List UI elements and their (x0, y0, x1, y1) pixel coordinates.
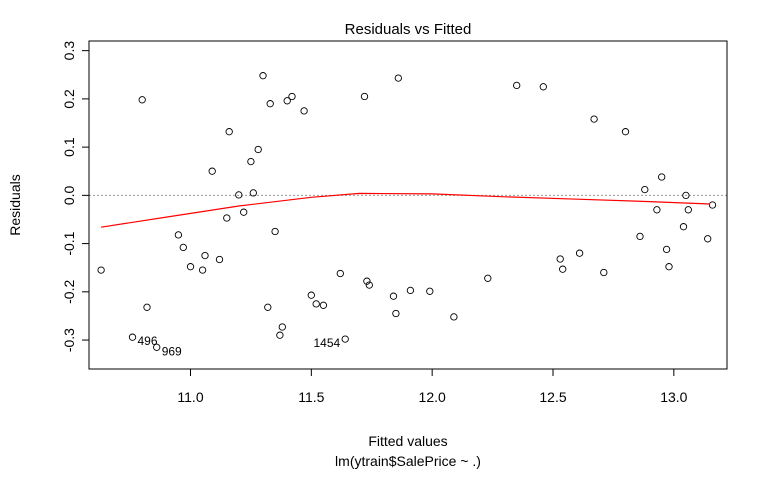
data-point (679, 223, 688, 231)
data-point (406, 286, 415, 295)
y-tick-label: -0.1 (61, 231, 77, 255)
data-point (556, 255, 564, 263)
data-point (484, 274, 492, 282)
data-point (264, 303, 272, 311)
y-tick-label: 0.0 (61, 185, 77, 205)
data-point (665, 263, 673, 271)
data-point (300, 107, 308, 115)
data-point (360, 92, 369, 101)
data-point (138, 96, 146, 104)
data-point (179, 243, 187, 252)
data-point (186, 263, 195, 271)
data-point (208, 167, 216, 175)
data-point (215, 255, 224, 264)
data-point (153, 343, 161, 351)
data-point (312, 300, 320, 308)
y-tick-label: 0.3 (61, 41, 77, 61)
data-point (201, 251, 209, 260)
chart-title: Residuals vs Fitted (345, 21, 472, 38)
smoother-line (101, 192, 711, 228)
data-point (307, 291, 315, 299)
data-point (198, 266, 207, 274)
y-axis-label: Residuals (7, 174, 23, 235)
data-point (247, 157, 255, 166)
data-point (684, 206, 692, 214)
data-point (653, 206, 661, 214)
data-point (319, 301, 328, 309)
data-point (559, 265, 567, 273)
points-layer (97, 72, 717, 351)
data-point (450, 313, 458, 321)
data-point (704, 235, 712, 243)
data-point (254, 145, 262, 154)
data-point (389, 292, 398, 300)
point-label: 1454 (313, 336, 340, 350)
plot-frame (88, 40, 728, 370)
data-point (590, 115, 598, 123)
y-tick-label: 0.2 (61, 89, 77, 109)
data-point (708, 201, 717, 209)
data-point (225, 128, 233, 136)
x-tick-label: 12.5 (539, 389, 566, 405)
data-point (426, 287, 434, 295)
x-tick-label: 11.5 (298, 389, 324, 405)
data-point (266, 100, 274, 108)
data-point (283, 97, 291, 105)
data-point (128, 333, 137, 341)
y-tick-label: 0.1 (61, 137, 77, 157)
model-formula-label: lm(ytrain$SalePrice ~ .) (335, 453, 481, 469)
point-label: 969 (162, 344, 182, 358)
data-point (621, 128, 630, 136)
data-point (240, 208, 248, 216)
y-tick-label: -0.3 (61, 328, 77, 352)
data-point (288, 92, 296, 101)
y-axis: -0.3 -0.2 -0.1 0.0 0.1 0.2 0.3 (61, 41, 89, 352)
data-point (97, 266, 105, 274)
data-point (392, 309, 400, 318)
data-point (636, 232, 644, 241)
data-point (575, 249, 584, 257)
x-tick-label: 13.0 (660, 389, 687, 405)
data-point (662, 245, 671, 254)
data-point (143, 303, 151, 311)
data-point (682, 191, 690, 200)
data-point (223, 214, 231, 222)
data-point (365, 281, 373, 289)
data-point (363, 277, 371, 285)
data-point (539, 83, 547, 91)
data-point (513, 81, 521, 90)
x-axis: 11.0 11.5 12.0 12.5 13.0 (177, 368, 688, 405)
data-point (259, 72, 267, 80)
data-point (271, 227, 279, 236)
y-tick-label: -0.2 (61, 280, 77, 304)
data-point (641, 185, 649, 194)
data-point (276, 331, 284, 339)
x-tick-label: 11.0 (177, 389, 203, 405)
data-point (278, 323, 286, 331)
point-labels-layer: 496 969 1454 (138, 334, 341, 358)
data-point (174, 231, 183, 239)
data-point (341, 335, 349, 343)
x-axis-label: Fitted values (368, 433, 447, 449)
data-point (394, 74, 402, 82)
point-label: 496 (138, 334, 158, 348)
smoother-layer (101, 192, 711, 228)
x-tick-label: 12.0 (419, 389, 446, 405)
data-point (600, 268, 608, 277)
data-point (249, 189, 257, 197)
data-point (336, 269, 344, 278)
data-point (658, 173, 666, 181)
data-point (235, 191, 243, 199)
